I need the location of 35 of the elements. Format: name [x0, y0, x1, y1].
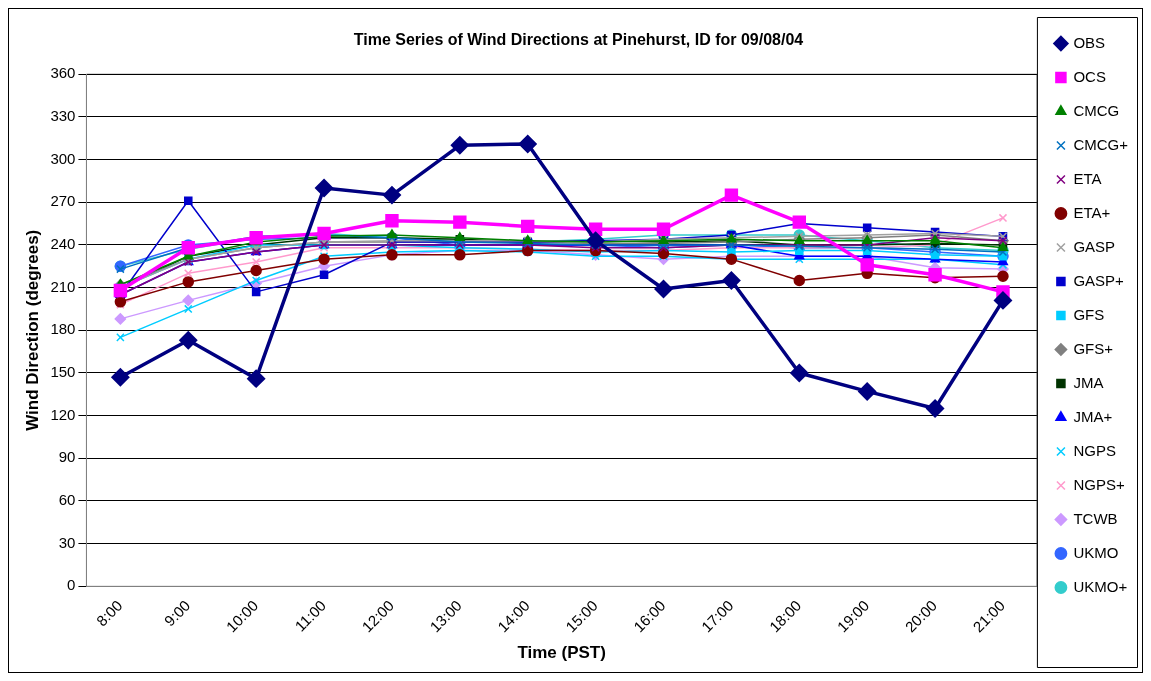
y-tick-label: 330: [50, 107, 76, 125]
legend-label: UKMO+: [1073, 577, 1128, 595]
x-tick-label: 9:00: [160, 596, 194, 630]
y-tick-label: 0: [67, 576, 76, 594]
legend-label: ETA+: [1073, 203, 1111, 221]
legend-label: UKMO: [1073, 543, 1119, 561]
y-tick-label: 180: [50, 320, 76, 338]
y-tick-label: 30: [58, 533, 76, 551]
y-tick-label: 300: [50, 149, 76, 167]
legend-label: TCWB: [1073, 509, 1118, 527]
legend-label: NGPS+: [1073, 475, 1125, 493]
y-tick-label: 150: [50, 363, 76, 381]
legend-label: NGPS: [1073, 441, 1116, 459]
y-tick-label: 90: [58, 448, 76, 466]
legend-label: GFS: [1073, 305, 1105, 323]
chart-title: Time Series of Wind Directions at Pinehurst, ID for 09/08/04: [353, 31, 804, 49]
legend-label: GASP+: [1073, 271, 1125, 289]
y-tick-label: 360: [50, 64, 76, 82]
y-tick-label: 270: [50, 192, 76, 210]
legend-label: CMCG+: [1073, 135, 1129, 153]
legend-label: OCS: [1073, 67, 1106, 85]
legend-label: CMCG: [1073, 101, 1120, 119]
y-tick-label: 210: [50, 277, 76, 295]
y-tick-label: 120: [50, 405, 76, 423]
legend-label: JMA: [1073, 373, 1104, 391]
legend-label: ETA: [1073, 169, 1102, 187]
x-axis-title: Time (PST): [517, 643, 606, 663]
legend-label: OBS: [1073, 33, 1106, 51]
x-tick-label: 8:00: [92, 596, 126, 630]
legend-label: GFS+: [1073, 339, 1114, 357]
legend-label: JMA+: [1073, 407, 1113, 425]
y-tick-label: 240: [50, 235, 76, 253]
legend-label: GASP: [1073, 237, 1116, 255]
y-tick-label: 60: [58, 491, 76, 509]
y-axis-title: Wind Direction (degrees): [22, 229, 42, 431]
